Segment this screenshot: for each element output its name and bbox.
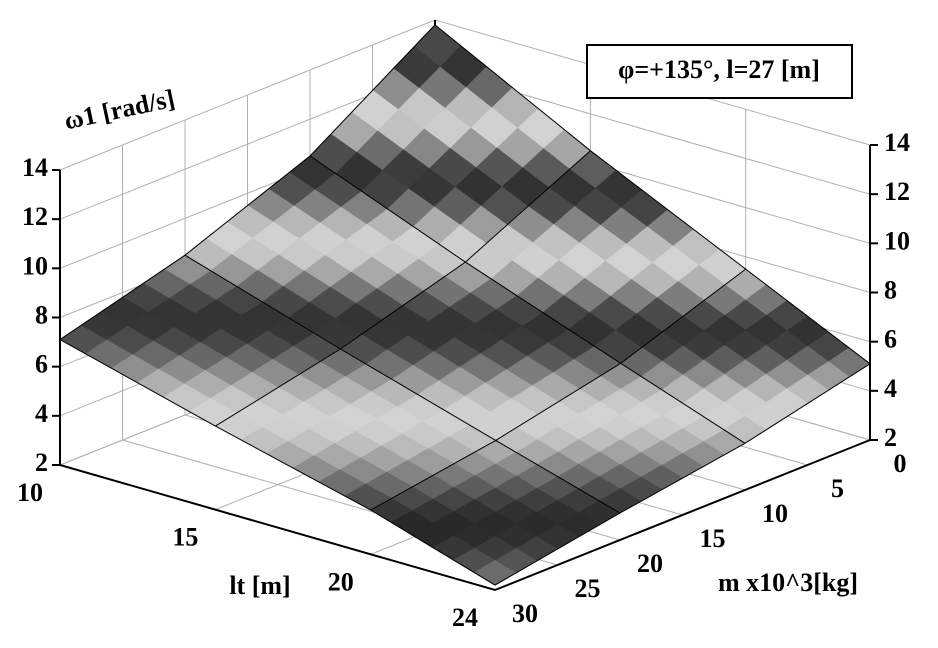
z-axis-label: ω1 [rad/s]: [62, 84, 178, 136]
mesh-line: [215, 150, 591, 427]
y-tick-label: 0: [894, 449, 907, 478]
x-tick-label: 15: [172, 523, 198, 552]
x-tick-label: 24: [452, 603, 478, 632]
z-tick-label: 14: [22, 153, 48, 182]
x-axis-label: lt [m]: [229, 571, 290, 600]
y-tick-label: 20: [637, 549, 663, 578]
y-tick-label: 25: [575, 574, 601, 603]
z-tick-label: 4: [35, 399, 48, 428]
z-tick-label: 10: [22, 251, 48, 280]
y-tick-label: 30: [512, 599, 538, 628]
z-tick-label: 12: [884, 177, 910, 206]
mesh-line: [59, 339, 496, 586]
z-tick-label: 12: [22, 202, 48, 231]
z-tick-label: 4: [884, 374, 897, 403]
z-tick-label: 8: [884, 275, 897, 304]
mesh-line: [434, 24, 871, 365]
mesh-line: [309, 155, 746, 444]
mesh-line: [370, 268, 747, 511]
x-tick-label: 20: [328, 567, 354, 596]
mesh-line: [184, 254, 621, 514]
x-tick-label: 10: [17, 478, 43, 507]
mesh-line: [59, 24, 436, 341]
z-tick-label: 2: [35, 448, 48, 477]
z-tick-label: 10: [884, 226, 910, 255]
y-tick-label: 10: [762, 499, 788, 528]
annotation-box: [586, 44, 853, 99]
z-tick-label: 14: [884, 128, 910, 157]
z-tick-label: 6: [884, 325, 897, 354]
z-tick-label: 8: [35, 300, 48, 329]
y-tick-label: 15: [700, 524, 726, 553]
y-axis-label: m x10^3[kg]: [718, 568, 858, 597]
mesh-line: [494, 363, 871, 586]
annotation: φ=+135°, l=27 [m]: [618, 55, 820, 84]
y-tick-label: 5: [831, 474, 844, 503]
z-tick-label: 2: [884, 423, 897, 452]
z-tick-label: 6: [35, 350, 48, 379]
